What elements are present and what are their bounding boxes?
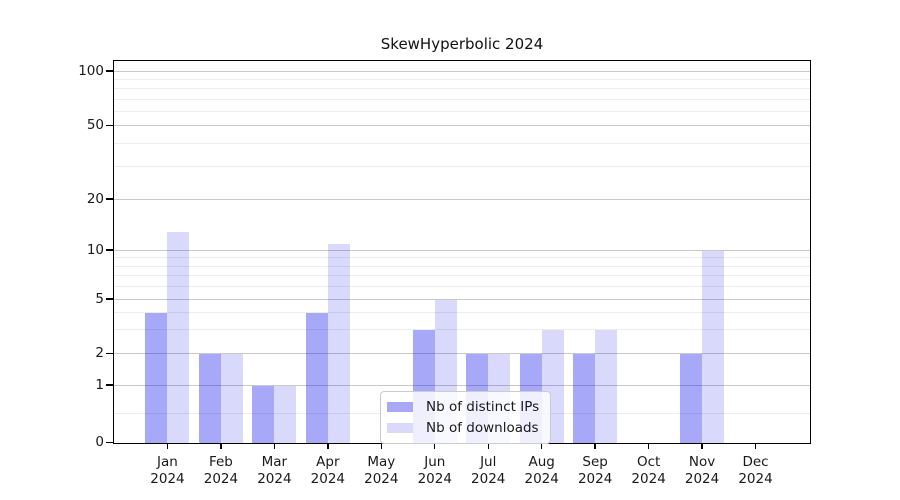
x-tick-label: Jun 2024 [417, 454, 452, 487]
x-tick-mark [647, 443, 650, 449]
x-tick-mark [540, 443, 543, 449]
x-tick-mark [701, 443, 703, 449]
y-axis-labels: 0 1 2 5 10 20 50 100 [0, 61, 104, 450]
x-tick-label: May 2024 [364, 454, 399, 487]
bar-distinct-ips [680, 354, 703, 443]
x-tick-label: Dec 2024 [738, 454, 773, 487]
major-gridline [114, 125, 810, 127]
y-tick-label: 0 [95, 434, 104, 450]
y-tick-mark [106, 441, 113, 443]
y-tick-mark [106, 249, 113, 251]
y-tick-label: 5 [95, 290, 104, 307]
bar-distinct-ips [198, 354, 221, 443]
bar-distinct-ips [305, 313, 328, 443]
major-gridline [114, 249, 810, 251]
legend-item-downloads: Nb of downloads [387, 417, 539, 438]
bar-distinct-ips [145, 313, 168, 443]
legend-label: Nb of downloads [426, 419, 539, 436]
bar-downloads [595, 330, 618, 443]
bar-downloads [220, 354, 243, 443]
plot-area: Nb of distinct IPs Nb of downloads Jan 2… [106, 60, 811, 487]
y-tick-mark [106, 124, 113, 127]
legend-swatch-downloads-icon [387, 422, 413, 433]
x-tick-mark [594, 443, 596, 449]
minor-gridline [114, 166, 810, 168]
bar-downloads [167, 231, 190, 443]
x-tick-label: Feb 2024 [203, 454, 239, 487]
y-tick-label: 20 [86, 190, 104, 207]
x-tick-label: Jan 2024 [150, 454, 185, 487]
minor-gridline [114, 285, 810, 287]
y-tick-mark [106, 384, 113, 386]
y-tick-label: 10 [86, 241, 104, 258]
minor-gridline [114, 265, 810, 267]
x-tick-label: Nov 2024 [684, 454, 720, 487]
legend-swatch-distinct-ips-icon [387, 401, 413, 412]
bar-distinct-ips [252, 385, 275, 443]
major-gridline [114, 384, 810, 386]
minor-gridline [114, 88, 810, 90]
x-tick-label: Oct 2024 [631, 454, 666, 487]
legend: Nb of distinct IPs Nb of downloads [380, 391, 552, 444]
bar-downloads [702, 250, 725, 443]
x-tick-mark [166, 443, 169, 449]
y-tick-label: 2 [95, 345, 104, 362]
bar-distinct-ips [573, 354, 596, 443]
y-tick-mark [106, 298, 113, 300]
x-tick-mark [380, 443, 382, 449]
minor-gridline [114, 312, 810, 313]
y-tick-mark [106, 352, 113, 355]
legend-item-distinct-ips: Nb of distinct IPs [387, 396, 539, 417]
y-tick-mark [106, 198, 113, 200]
minor-gridline [114, 143, 810, 145]
x-tick-mark [754, 443, 757, 449]
minor-gridline [114, 79, 810, 81]
x-tick-label: Aug 2024 [524, 454, 559, 487]
minor-gridline [114, 329, 810, 331]
bar-downloads [274, 385, 297, 443]
major-gridline [114, 70, 810, 72]
x-tick-mark [273, 443, 276, 449]
major-gridline [114, 198, 810, 200]
major-gridline [114, 353, 810, 355]
chart-title: SkewHyperbolic 2024 [380, 35, 544, 53]
x-tick-label: Sep 2024 [577, 454, 613, 487]
minor-gridline [114, 111, 810, 113]
minor-gridline [114, 257, 810, 259]
x-tick-label: Jul 2024 [471, 454, 506, 487]
minor-gridline [114, 98, 810, 100]
major-gridline [114, 298, 810, 300]
x-tick-mark [220, 443, 222, 449]
y-tick-label: 100 [78, 62, 104, 79]
x-tick-label: Mar 2024 [257, 454, 292, 487]
bar-downloads [327, 243, 350, 443]
minor-gridline [114, 275, 810, 277]
y-tick-label: 50 [86, 117, 104, 134]
x-tick-mark [487, 443, 489, 449]
y-tick-label: 1 [95, 376, 104, 393]
x-tick-label: Apr 2024 [310, 454, 346, 487]
x-tick-mark [327, 443, 329, 449]
x-tick-mark [434, 443, 436, 449]
y-tick-mark [106, 70, 113, 72]
legend-label: Nb of distinct IPs [426, 398, 540, 415]
